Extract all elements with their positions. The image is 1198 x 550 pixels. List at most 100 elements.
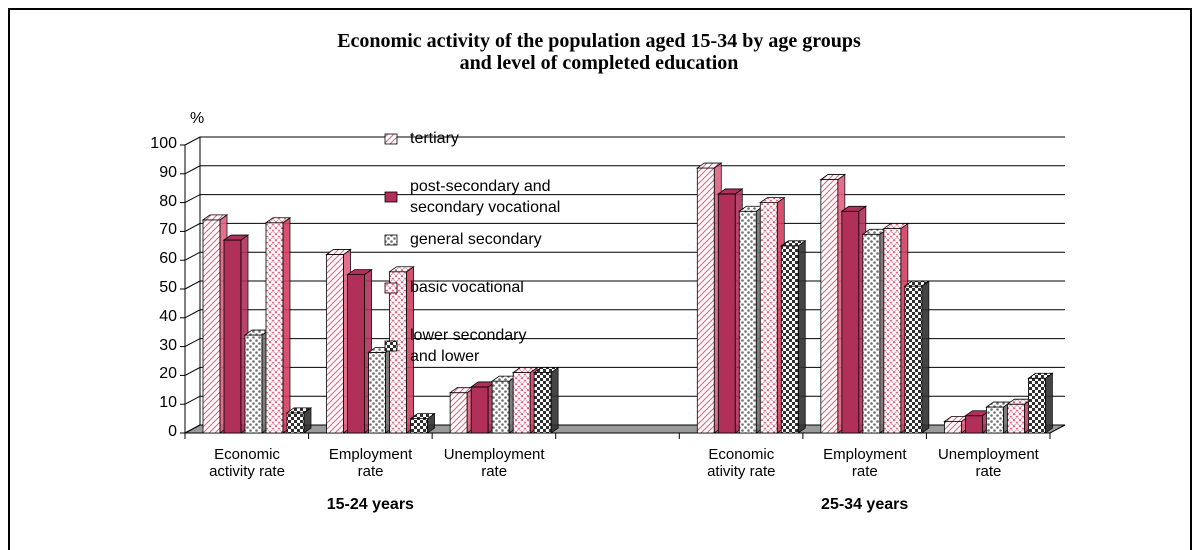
bar-top	[696, 162, 723, 169]
bar	[696, 162, 723, 434]
grid-line	[184, 136, 1065, 146]
bar	[367, 346, 394, 434]
bar-front	[265, 222, 284, 434]
grid-line	[184, 366, 1065, 376]
y-axis-label: %	[190, 110, 205, 127]
bar-front	[512, 372, 531, 434]
bar-front	[223, 239, 242, 434]
y-tick-label: 100	[150, 135, 177, 152]
bar-top	[325, 249, 352, 255]
bar-front	[286, 412, 305, 434]
bar-top	[717, 188, 744, 195]
bar	[222, 234, 250, 434]
bar	[985, 401, 1012, 434]
bar	[346, 268, 373, 434]
bar	[511, 366, 539, 434]
bar	[882, 222, 910, 434]
bar	[325, 248, 352, 434]
bar-front	[326, 254, 344, 434]
bar	[243, 329, 271, 434]
bar-front	[820, 179, 839, 434]
bar-front	[696, 167, 715, 434]
legend-label: lower secondary and lower	[410, 327, 527, 365]
grid-line	[184, 251, 1065, 261]
group-label: 15-24 years	[326, 496, 414, 513]
bar	[409, 412, 436, 434]
x-tick-label: Unemployment rate	[937, 446, 1039, 480]
legend-label: tertiary	[410, 130, 459, 147]
bar-top	[201, 214, 229, 221]
bar-front	[986, 406, 1004, 434]
y-tick-label: 80	[159, 192, 177, 210]
bar	[1027, 372, 1054, 434]
y-tick-label: 50	[159, 279, 177, 296]
bar	[490, 375, 518, 434]
bar-top	[903, 280, 931, 287]
y-tick-label: 30	[159, 336, 177, 354]
bar-top	[264, 217, 292, 224]
bar-top	[511, 367, 539, 373]
legend-label: basic vocational	[410, 279, 524, 296]
bar-top	[1027, 372, 1054, 379]
grid-line	[184, 222, 1065, 232]
bar-front	[759, 202, 778, 434]
bar	[264, 216, 292, 434]
bar	[759, 196, 786, 434]
y-tick-label: 60	[159, 250, 177, 268]
bar-front	[717, 193, 736, 434]
bar-front	[862, 233, 881, 434]
bar-top	[346, 269, 373, 276]
bar-front	[1028, 377, 1046, 434]
bar	[903, 280, 931, 434]
x-tick-label: Employment rate	[328, 446, 413, 480]
bar-front	[202, 219, 221, 434]
bar	[964, 409, 991, 434]
y-tick-label: 20	[159, 365, 177, 383]
grid-line	[184, 165, 1065, 175]
bar	[861, 228, 889, 434]
bar	[448, 386, 476, 434]
bar	[738, 205, 765, 434]
bar	[201, 214, 229, 434]
grid-line	[184, 395, 1065, 405]
bar-front	[491, 380, 510, 434]
bar-front	[389, 271, 407, 434]
bar-front	[533, 372, 552, 434]
bar-front	[965, 415, 983, 434]
bar-front	[410, 418, 428, 434]
bar-top	[532, 367, 560, 373]
bar	[285, 407, 313, 434]
bar	[819, 173, 847, 434]
bar	[717, 188, 744, 434]
bar-top	[759, 197, 786, 204]
bar-front	[883, 228, 902, 434]
y-tick-label: 90	[159, 163, 177, 181]
legend-marker	[384, 191, 398, 203]
legend-label: general secondary	[410, 231, 542, 248]
bar-front	[1007, 403, 1025, 434]
x-tick-label: Economic activity rate	[209, 446, 285, 480]
grid-line	[184, 309, 1065, 319]
bar	[469, 381, 497, 434]
bar-front	[904, 285, 923, 434]
y-tick-label: 70	[159, 221, 177, 239]
chart-title: Economic activity of the population aged…	[337, 30, 861, 74]
bar-front	[470, 386, 489, 434]
bar-top	[780, 240, 807, 247]
bar-front	[368, 351, 386, 434]
bar	[780, 240, 807, 434]
grid-line	[184, 194, 1065, 204]
bar	[943, 415, 970, 434]
x-tick-label: Economic ativity rate	[707, 446, 776, 480]
legend-label: post-secondary and secondary vocational	[410, 178, 561, 216]
bar-side	[1045, 372, 1053, 434]
bar	[388, 265, 415, 434]
bar-side	[921, 280, 930, 434]
floor	[184, 424, 1066, 434]
x-tick-label: Employment rate	[823, 446, 907, 480]
grid-line	[184, 280, 1065, 290]
bar-front	[449, 392, 468, 434]
bar-front	[841, 210, 860, 434]
y-tick-label: 10	[159, 394, 177, 412]
legend-marker	[384, 234, 398, 246]
